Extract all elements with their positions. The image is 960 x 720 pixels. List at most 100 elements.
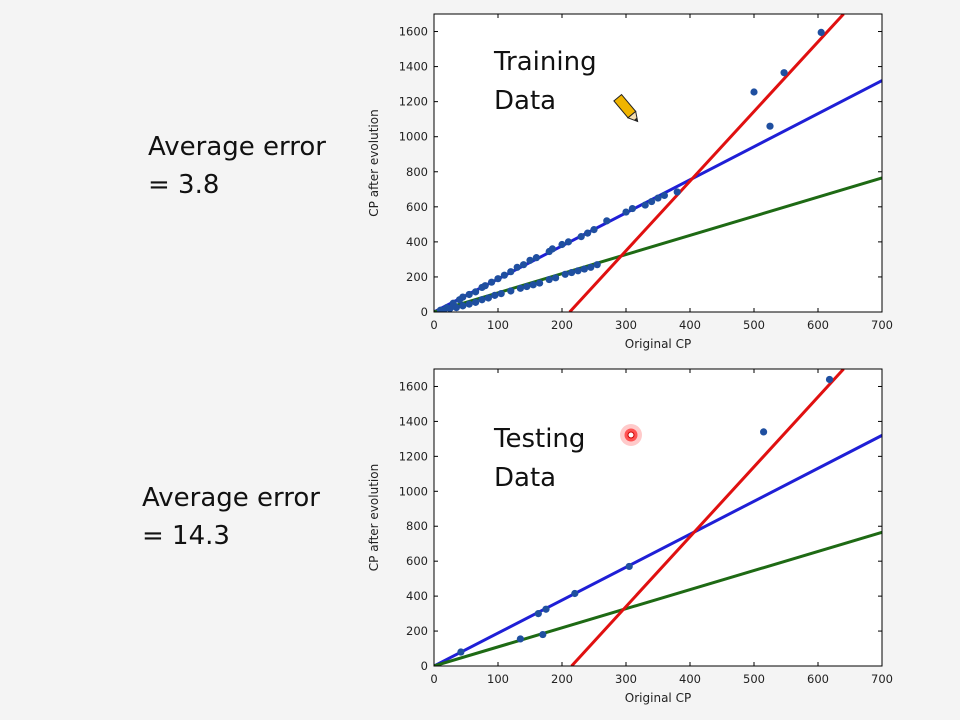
testing-chart: 0 100 200 300 400 500 600 700 0 200 400 600 800 1000 1…	[367, 368, 893, 705]
testing-axes-frame	[433, 368, 883, 667]
training-data-point	[561, 270, 569, 278]
testing-x-tick-label: 300	[615, 672, 637, 686]
training-y-tick-label: 400	[406, 235, 428, 249]
training-error-line2: = 3.8	[148, 170, 220, 200]
testing-data-point	[534, 609, 542, 618]
training-data-point	[568, 268, 576, 277]
training-data-point	[459, 302, 467, 310]
testing-y-tick-label: 600	[406, 554, 428, 568]
testing-x-tick-label: 600	[807, 672, 829, 686]
training-x-tick-label: 0	[430, 318, 437, 332]
training-data-point	[459, 293, 467, 301]
testing-data-point	[516, 635, 525, 643]
training-data-point	[491, 291, 499, 299]
training-data-point	[526, 256, 534, 264]
testing-x-tick-label: 500	[743, 672, 765, 686]
training-data-point	[574, 267, 582, 275]
training-y-tick-label: 1400	[399, 60, 428, 74]
training-data-point	[622, 208, 630, 216]
testing-blue-fit-line	[434, 434, 882, 666]
testing-panel-label-line2: Data	[494, 463, 556, 493]
training-y-tick-label: 200	[406, 270, 428, 284]
training-data-point	[750, 88, 758, 96]
training-error-line1: Average error	[148, 132, 326, 162]
testing-data-point	[457, 648, 465, 656]
training-y-tick-label: 1600	[399, 25, 428, 39]
testing-data-point	[625, 562, 633, 571]
training-x-tick-label: 200	[551, 318, 573, 332]
training-data-point	[584, 229, 592, 237]
testing-data-point	[760, 428, 768, 436]
training-data-point	[472, 288, 480, 296]
training-data-point	[481, 282, 489, 290]
training-data-point	[516, 284, 525, 292]
training-data-point	[590, 226, 598, 234]
training-data-point	[452, 304, 460, 312]
training-average-error: Average error = 3.8	[148, 128, 326, 204]
training-data-point	[817, 28, 825, 37]
training-axes-frame	[433, 13, 883, 313]
testing-y-axis-title: CP after evolution	[367, 464, 381, 571]
testing-y-tick-label: 800	[406, 519, 428, 533]
training-data-point	[484, 294, 492, 302]
training-data-point	[529, 281, 537, 289]
training-data-point	[536, 279, 544, 287]
training-red-fit-line	[568, 14, 845, 312]
training-data-point	[500, 271, 508, 279]
training-x-tick-label: 700	[871, 318, 893, 332]
training-data-point	[564, 238, 573, 246]
training-x-tick-label: 400	[679, 318, 701, 332]
training-x-tick-label: 100	[487, 318, 509, 332]
training-chart: 0 100 200 300 400 500 600 700 0 200 400 600 800 1000 1…	[367, 13, 893, 351]
testing-y-tick-label: 1200	[399, 449, 428, 463]
training-data-point	[497, 289, 505, 298]
testing-data-point	[539, 630, 547, 639]
training-y-tick-label: 1200	[399, 95, 428, 109]
training-data-point	[507, 268, 515, 276]
training-data-point	[766, 122, 774, 130]
testing-data-point	[571, 589, 579, 598]
training-data-point	[478, 296, 486, 304]
testing-x-tick-label: 700	[871, 672, 893, 686]
testing-plot-area	[434, 369, 882, 666]
training-data-point	[577, 233, 585, 241]
training-data-point	[580, 265, 589, 273]
testing-panel-label-line1: Testing	[493, 424, 585, 454]
testing-x-tick-label: 100	[487, 672, 509, 686]
training-x-axis-title: Original CP	[625, 337, 691, 351]
training-data-point	[520, 261, 528, 269]
training-data-point	[603, 217, 611, 225]
training-data-point	[523, 282, 531, 291]
training-plot-area	[434, 14, 882, 312]
training-data-point	[545, 275, 553, 284]
testing-x-tick-label: 400	[679, 672, 701, 686]
training-panel-label-line1: Training	[493, 47, 597, 77]
training-data-point	[587, 263, 595, 271]
testing-x-tick-label: 200	[551, 672, 573, 686]
training-y-tick-label: 0	[421, 305, 428, 319]
training-data-point	[507, 287, 515, 295]
training-y-tick-label: 1000	[399, 130, 428, 144]
training-data-point	[465, 290, 473, 299]
training-data-point	[628, 204, 637, 213]
training-data-point	[488, 278, 496, 286]
testing-red-fit-line	[570, 369, 845, 666]
training-data-point	[648, 197, 656, 206]
testing-y-tick-label: 1000	[399, 484, 428, 498]
training-panel-label-line2: Data	[494, 86, 556, 116]
testing-average-error: Average error = 14.3	[142, 479, 320, 555]
training-x-tick-label: 600	[807, 318, 829, 332]
testing-y-tick-label: 1400	[399, 414, 428, 428]
training-data-point	[548, 245, 557, 253]
training-data-point	[513, 263, 521, 271]
training-data-point	[552, 274, 560, 282]
testing-y-tick-label: 400	[406, 589, 428, 603]
training-data-point	[654, 194, 662, 202]
testing-green-fit-line	[434, 530, 882, 666]
training-data-point	[660, 191, 669, 200]
testing-error-line1: Average error	[142, 483, 320, 513]
testing-x-axis-title: Original CP	[625, 691, 691, 705]
training-data-point	[446, 304, 454, 312]
